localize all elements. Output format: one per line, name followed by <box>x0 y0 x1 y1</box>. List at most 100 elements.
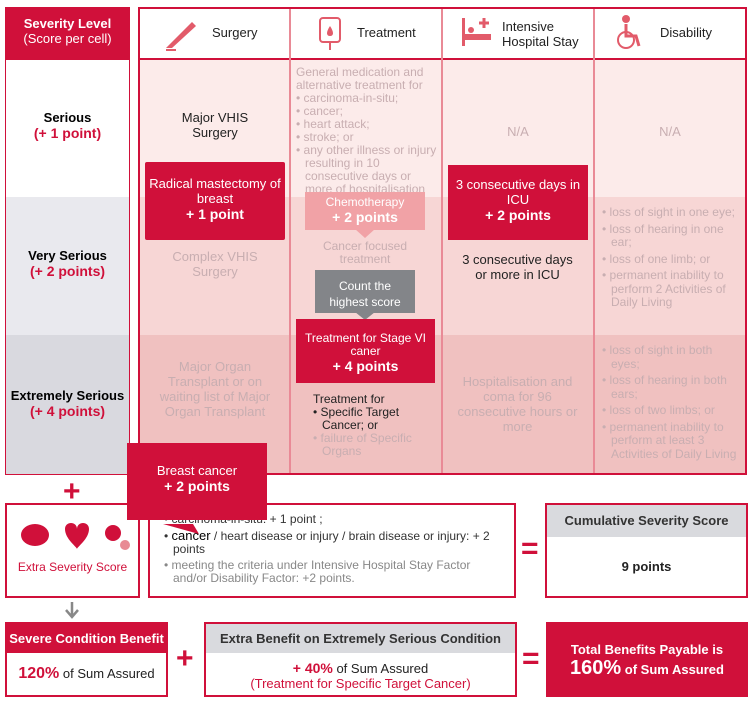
list-item: permanent inability to perform 2 Activit… <box>602 268 742 310</box>
row-label: Extremely Serious (+ 4 points) <box>5 388 130 419</box>
list-item: Specific Target Cancer; or <box>313 406 438 432</box>
badge-text: Treatment for Stage VI caner <box>305 331 426 358</box>
badge-text: Radical mastectomy of breast <box>149 176 281 206</box>
list-item: stroke; or <box>296 131 440 144</box>
cell-text: Major Organ Transplant or on waiting lis… <box>159 359 271 419</box>
badge: Breast cancer + 2 points <box>127 443 267 520</box>
list-item: loss of sight in one eye; <box>602 205 742 220</box>
list-item: loss of two limbs; or <box>602 403 742 418</box>
criteria-item: cancer / heart disease or injury / brain… <box>164 529 504 556</box>
table-frame <box>138 7 747 475</box>
badge-points: + 2 points <box>485 207 551 223</box>
list-item: loss of one limb; or <box>602 252 742 267</box>
column-header: Treatment <box>357 25 416 40</box>
cell-list: loss of sight in both eyes;loss of heari… <box>602 343 742 464</box>
cell-text: N/A <box>507 124 529 139</box>
extra-benefit-note: (Treatment for Specific Target Cancer) <box>250 676 471 691</box>
row-label-frame <box>5 59 130 475</box>
percent: 160% <box>570 657 622 679</box>
list-item: failure of Specific Organs <box>313 432 438 458</box>
percent: + 40% <box>292 660 333 676</box>
list-item: carcinoma-in-situ; <box>296 92 440 105</box>
disability-icon <box>617 15 641 49</box>
badge: Chemotherapy + 2 points <box>305 192 425 230</box>
divider <box>289 9 291 473</box>
row-label: Serious (+ 1 point) <box>5 110 130 141</box>
arrow <box>163 524 199 534</box>
row-points: (+ 2 points) <box>29 263 106 279</box>
header-title: Severity Level <box>23 16 112 31</box>
equals-sign: = <box>521 532 539 565</box>
extra-benefit-title: Extra Benefit on Extremely Serious Condi… <box>206 624 515 653</box>
column-header: Disability <box>660 25 713 40</box>
badge-points: + 2 points <box>332 209 398 225</box>
badge: Treatment for Stage VI caner + 4 points <box>296 319 435 383</box>
cumulative-title: Cumulative Severity Score <box>547 505 746 537</box>
divider <box>441 9 443 473</box>
badge-text: Breast cancer <box>156 463 238 478</box>
extra-box: Extra Severity Score <box>5 503 140 598</box>
treatment-icon <box>319 17 341 50</box>
list-item: heart attack; <box>296 118 440 131</box>
list-item: loss of hearing in both ears; <box>602 373 742 401</box>
cell-text: Cancer focused treatment <box>322 239 408 266</box>
severity-header: Severity Level (Score per cell) <box>5 7 130 59</box>
row-name: Extremely Serious <box>10 388 125 403</box>
extra-label: Extra Severity Score <box>17 560 128 574</box>
percent: 120% <box>18 665 60 682</box>
row-points: (+ 1 point) <box>33 125 102 141</box>
column-header: Surgery <box>212 25 258 40</box>
total-value: 160% of Sum Assured <box>546 657 748 680</box>
icu-icon <box>462 18 491 46</box>
extra-benefit-value: + 40% of Sum Assured <box>206 660 515 676</box>
arrow <box>355 312 375 320</box>
severe-box: Severe Condition Benefit 120% of Sum Ass… <box>5 622 168 697</box>
criteria-text: / heart disease or injury / brain diseas… <box>173 529 490 556</box>
cell-text: General medication and alternative treat… <box>296 66 440 196</box>
surgery-icon <box>166 22 196 51</box>
severe-title: Severe Condition Benefit <box>7 624 166 653</box>
extra-benefit-box: Extra Benefit on Extremely Serious Condi… <box>204 622 517 697</box>
badge: Radical mastectomy of breast + 1 point <box>145 162 285 240</box>
cell-list: carcinoma-in-situ;cancer;heart attack;st… <box>296 92 440 196</box>
badge-text: Chemotherapy <box>325 195 405 209</box>
badge-points: + 2 points <box>164 478 230 494</box>
total-box: Total Benefits Payable is 160% of Sum As… <box>546 622 748 697</box>
extra-icons <box>20 523 130 550</box>
row-name: Serious <box>43 110 92 125</box>
cell-intro: Treatment for <box>313 392 385 406</box>
cell-text: N/A <box>659 124 681 139</box>
arrow <box>355 229 375 238</box>
badge-points: + 4 points <box>332 358 399 374</box>
cumulative-box: Cumulative Severity Score 9 points <box>545 503 748 598</box>
equals-sign: = <box>522 642 540 675</box>
row-points: (+ 4 points) <box>29 403 106 419</box>
row-label-bg <box>6 335 129 474</box>
badge: 3 consecutive days in ICU + 2 points <box>448 165 588 240</box>
cell-text: Hospitalisation and coma for 96 consecut… <box>457 374 578 434</box>
row-name: Very Serious <box>28 248 107 263</box>
list-item: loss of sight in both eyes; <box>602 343 742 371</box>
criteria-item: meeting the criteria under Intensive Hos… <box>164 559 504 585</box>
plus-sign: + <box>63 475 81 508</box>
total-line: Total Benefits Payable is <box>570 642 724 657</box>
row-label: Very Serious (+ 2 points) <box>5 248 130 279</box>
percent-text: of Sum Assured <box>59 666 155 681</box>
row-label-bg <box>6 197 129 335</box>
cell-intro: General medication and alternative treat… <box>296 65 424 92</box>
list-item: cancer; <box>296 105 440 118</box>
badge-points: + 1 point <box>186 206 244 222</box>
percent-text: of Sum Assured <box>332 661 429 676</box>
cumulative-value: 9 points <box>621 559 672 574</box>
cell-text: Major VHIS Surgery <box>181 110 249 140</box>
arrow-down <box>65 602 79 619</box>
cell-text: Complex VHIS Surgery <box>172 249 258 279</box>
cell-text: 3 consecutive days or more in ICU <box>462 252 573 282</box>
plus-sign: + <box>176 642 194 675</box>
severe-value: 120% of Sum Assured <box>7 665 166 683</box>
percent-text: of Sum Assured <box>621 662 724 677</box>
cell-list: loss of sight in one eye; loss of hearing… <box>602 205 742 313</box>
list-item: permanent inability to perform at least … <box>602 420 742 462</box>
list-item: any other illness or injury resulting in… <box>296 144 440 196</box>
